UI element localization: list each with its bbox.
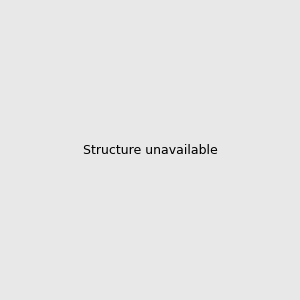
Text: Structure unavailable: Structure unavailable [82, 143, 218, 157]
